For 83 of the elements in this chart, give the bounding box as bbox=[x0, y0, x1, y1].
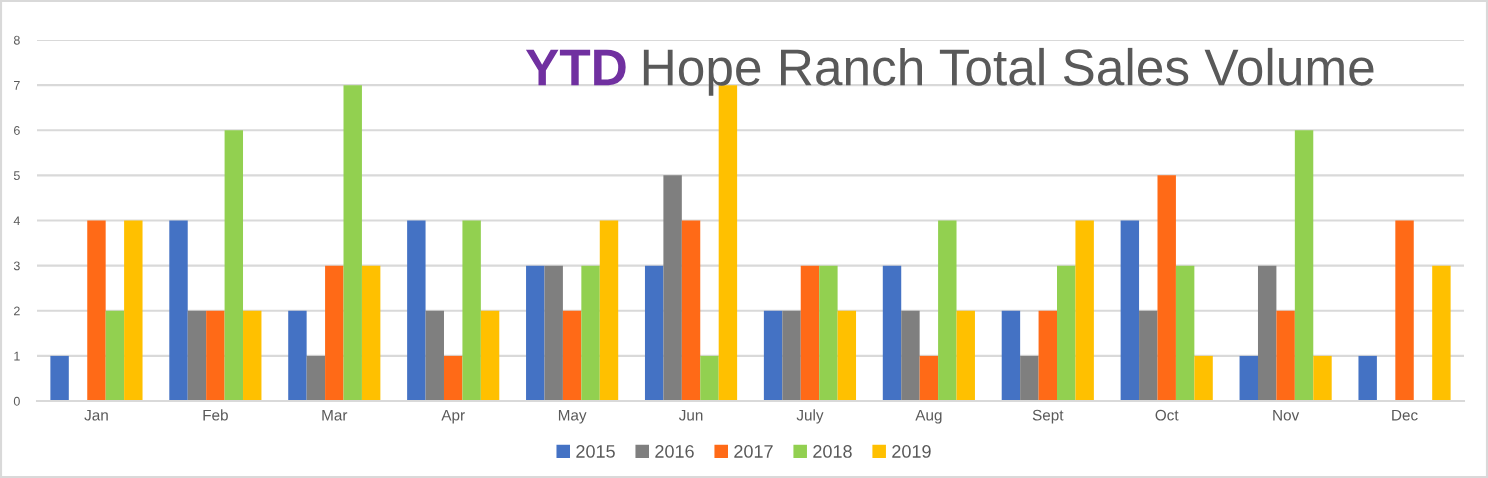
bar bbox=[443, 355, 463, 401]
bar bbox=[306, 355, 326, 401]
bar bbox=[1057, 265, 1076, 401]
x-tick-label: Sept bbox=[1032, 409, 1064, 424]
x-tick-label: Nov bbox=[1273, 409, 1300, 421]
y-tick-label: 3 bbox=[13, 261, 20, 271]
bar bbox=[87, 220, 106, 401]
bar bbox=[644, 265, 664, 401]
bar bbox=[763, 310, 783, 401]
bar bbox=[800, 265, 820, 401]
y-tick-label: 4 bbox=[13, 216, 20, 226]
bar bbox=[1257, 265, 1277, 401]
bar bbox=[819, 265, 838, 401]
x-tick-label: Mar bbox=[322, 409, 348, 421]
bar bbox=[124, 220, 143, 401]
bar bbox=[1001, 310, 1021, 401]
bar bbox=[1395, 220, 1414, 401]
bar bbox=[1157, 175, 1176, 401]
bar bbox=[1038, 310, 1058, 401]
chart-title: YTD Hope Ranch Total Sales Volume bbox=[525, 47, 1374, 96]
bar bbox=[1020, 355, 1039, 401]
legend-label: 2017 bbox=[734, 445, 773, 458]
x-tick-label: Oct bbox=[1155, 409, 1179, 421]
bar bbox=[361, 265, 381, 401]
bar bbox=[1239, 355, 1258, 401]
bar bbox=[407, 220, 426, 401]
bar bbox=[462, 220, 481, 401]
y-tick-label: 1 bbox=[14, 351, 20, 361]
bar bbox=[1075, 220, 1094, 401]
bar bbox=[1432, 265, 1451, 401]
y-tick-label: 0 bbox=[13, 396, 20, 406]
x-tick-label: Dec bbox=[1392, 409, 1418, 421]
bar bbox=[562, 310, 582, 401]
x-tick-label: May bbox=[558, 409, 587, 424]
bar bbox=[1313, 355, 1332, 401]
bar bbox=[169, 220, 188, 401]
bar bbox=[663, 175, 682, 401]
bar bbox=[187, 310, 207, 401]
bar bbox=[425, 310, 444, 401]
bar bbox=[901, 310, 920, 401]
bar bbox=[1358, 355, 1377, 401]
bar bbox=[526, 265, 545, 401]
bar bbox=[919, 355, 939, 401]
bar bbox=[1276, 310, 1295, 401]
bar bbox=[1120, 220, 1140, 401]
bar bbox=[224, 130, 244, 401]
y-tick-label: 6 bbox=[14, 126, 20, 135]
bar bbox=[50, 355, 69, 401]
y-tick-label: 2 bbox=[14, 306, 20, 316]
bar bbox=[105, 310, 125, 401]
x-tick-label: Aug bbox=[915, 409, 942, 424]
bar bbox=[681, 220, 701, 401]
x-tick-label: Apr bbox=[441, 409, 465, 424]
bar bbox=[882, 265, 902, 401]
legend-label: 2019 bbox=[892, 445, 931, 458]
legend-label: 2018 bbox=[813, 445, 852, 458]
bar bbox=[782, 310, 801, 401]
y-tick-label: 7 bbox=[14, 81, 20, 90]
y-tick-label: 5 bbox=[13, 171, 20, 181]
legend-label: 2016 bbox=[655, 445, 694, 458]
bar bbox=[325, 265, 344, 401]
bar bbox=[288, 310, 307, 401]
y-tick-label: 8 bbox=[13, 35, 20, 45]
bar bbox=[1139, 310, 1158, 401]
bar bbox=[700, 355, 719, 401]
bar bbox=[581, 265, 600, 401]
x-tick-label: Jan bbox=[84, 409, 108, 421]
bar bbox=[544, 265, 563, 401]
bar bbox=[837, 310, 857, 401]
bar bbox=[956, 310, 975, 401]
x-tick-label: Feb bbox=[203, 409, 228, 421]
bar bbox=[599, 220, 619, 401]
bar bbox=[1175, 265, 1195, 401]
bar bbox=[206, 310, 225, 401]
bar bbox=[1194, 355, 1213, 401]
bar bbox=[1294, 130, 1314, 401]
bar bbox=[343, 85, 362, 401]
bar bbox=[938, 220, 957, 401]
x-tick-label: Jun bbox=[678, 409, 703, 421]
legend-label: 2015 bbox=[576, 445, 615, 458]
bar bbox=[243, 310, 262, 401]
x-tick-label: July bbox=[796, 409, 824, 424]
bar bbox=[480, 310, 500, 401]
